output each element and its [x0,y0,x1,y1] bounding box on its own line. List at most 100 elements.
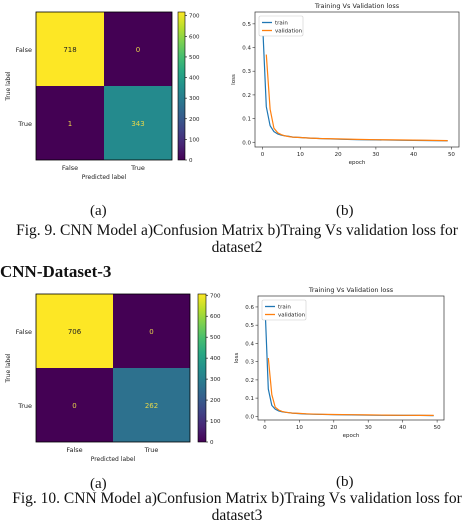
x-tick-label: True [144,446,159,454]
x-tick-label: 50 [448,152,455,158]
colorbar-tick-label: 0 [210,440,214,446]
matrix-cell [113,368,190,442]
matrix-cell [36,294,113,368]
figure10-caption: Fig. 10. CNN Model a)Confusion Matrix b)… [0,490,474,524]
x-tick-label: 50 [434,425,441,431]
colorbar-tick-label: 100 [189,137,200,143]
y-tick-label: True [17,402,32,410]
colorbar-tick-label: 200 [210,398,221,404]
y-axis-label: True label [5,353,12,383]
cell-value: 343 [131,120,144,128]
plot-frame [254,11,460,148]
matrix-cell [104,86,172,160]
cell-value: 262 [145,402,158,410]
y-tick-label: 0.5 [242,22,251,28]
colorbar-tick-label: 100 [210,419,221,425]
matrix-frame [35,293,191,443]
x-tick-label: 40 [410,152,417,158]
y-tick-label: 0.1 [245,396,254,402]
x-tick-label: 0 [261,152,265,158]
loss-chart-dataset2: Training Vs Validation loss 0 10 20 30 40 50 0.… [231,2,460,166]
colorbar-tick-label: 700 [210,293,221,299]
y-tick-label: 0.5 [245,323,254,329]
x-axis-label: Predicted label [91,456,136,463]
matrix-cell [113,294,190,368]
x-tick-label: 30 [365,425,372,431]
section-title: CNN-Dataset-3 [0,262,112,281]
plot-frame [257,295,445,421]
matrix-cell [36,12,104,86]
matrix-cell [36,368,113,442]
cell-value: 0 [149,328,153,336]
legend-entry: train [275,21,288,27]
chart-title: Training Vs Validation loss [308,286,394,294]
y-tick-label: 0.0 [242,140,251,146]
y-tick-label: 0.1 [242,117,251,123]
cell-value: 706 [68,328,82,336]
x-tick-label: 30 [372,152,379,158]
y-tick-label: True [17,120,32,128]
x-axis-label: Predicted label [82,174,127,181]
matrix-frame [35,11,173,161]
chart-title: Training Vs Validation loss [314,2,400,10]
y-tick-label: 0.2 [242,93,251,99]
colorbar-tick-label: 500 [210,335,221,341]
x-tick-label: False [62,164,78,172]
colorbar-tick-label: 700 [189,14,200,20]
x-axis-label: epoch [349,160,366,166]
colorbar-tick-label: 0 [189,158,193,164]
matrix-cell [104,12,172,86]
colorbar-tick-label: 200 [189,117,200,123]
series-line-train [262,23,448,142]
cell-value: 718 [63,46,76,54]
x-axis-label: epoch [343,433,360,439]
figure10-caption-line2: dataset3 [211,507,263,524]
colorbar-tick-label: 600 [189,34,200,40]
cell-value: 0 [136,46,140,54]
series-line-validation [265,54,448,142]
loss-chart-dataset3: Training Vs Validation loss 0 10 20 30 40 50 0.… [234,286,445,439]
x-tick-label: 20 [335,152,342,158]
y-tick-label: 0.6 [245,305,254,311]
figure10-label-b: (b) [336,474,354,490]
x-tick-label: False [66,446,82,454]
legend-entry: validation [275,29,303,35]
colorbar-tick-label: 400 [189,76,200,82]
y-tick-label: 0.0 [245,414,254,420]
x-tick-label: 20 [330,425,337,431]
colorbar-tick-label: 400 [210,356,221,362]
colorbar-tick-label: 300 [189,96,200,102]
legend-entry: train [278,305,291,311]
x-tick-label: True [130,164,145,172]
colorbar [177,11,186,161]
figure10-caption-line1: Fig. 10. CNN Model a)Confusion Matrix b)… [12,490,462,507]
y-tick-label: 0.3 [245,360,254,366]
y-tick-label: 0.4 [242,46,251,52]
y-tick-label: False [16,46,32,54]
x-tick-label: 0 [263,425,267,431]
figure9-caption-line2: dataset2 [211,239,263,256]
colorbar-tick-label: 600 [210,314,221,320]
colorbar-tick-label: 500 [189,55,200,61]
legend-entry: validation [278,313,306,319]
series-line-validation [267,357,434,416]
y-tick-label: 0.3 [242,69,251,75]
figure10-label-a: (a) [90,476,107,492]
figure9-caption-line1: Fig. 9. CNN Model a)Confusion Matrix b)T… [16,222,458,239]
confusion-matrix-dataset3: 706 0 0 262 False True False True Predicted labe… [5,293,221,463]
y-tick-label: False [16,328,32,336]
y-axis-label: True label [5,71,12,101]
colorbar [197,293,207,443]
x-tick-label: 10 [296,425,303,431]
y-tick-label: 0.2 [245,378,254,384]
y-axis-label: loss [234,353,240,364]
cell-value: 0 [72,402,76,410]
matrix-cell [36,86,104,160]
figure9-caption: Fig. 9. CNN Model a)Confusion Matrix b)T… [0,222,474,256]
figure9-label-a: (a) [90,203,107,219]
y-tick-label: 0.4 [245,341,254,347]
colorbar-tick-label: 300 [210,377,221,383]
cell-value: 1 [68,120,72,128]
figure9-label-b: (b) [336,203,354,219]
